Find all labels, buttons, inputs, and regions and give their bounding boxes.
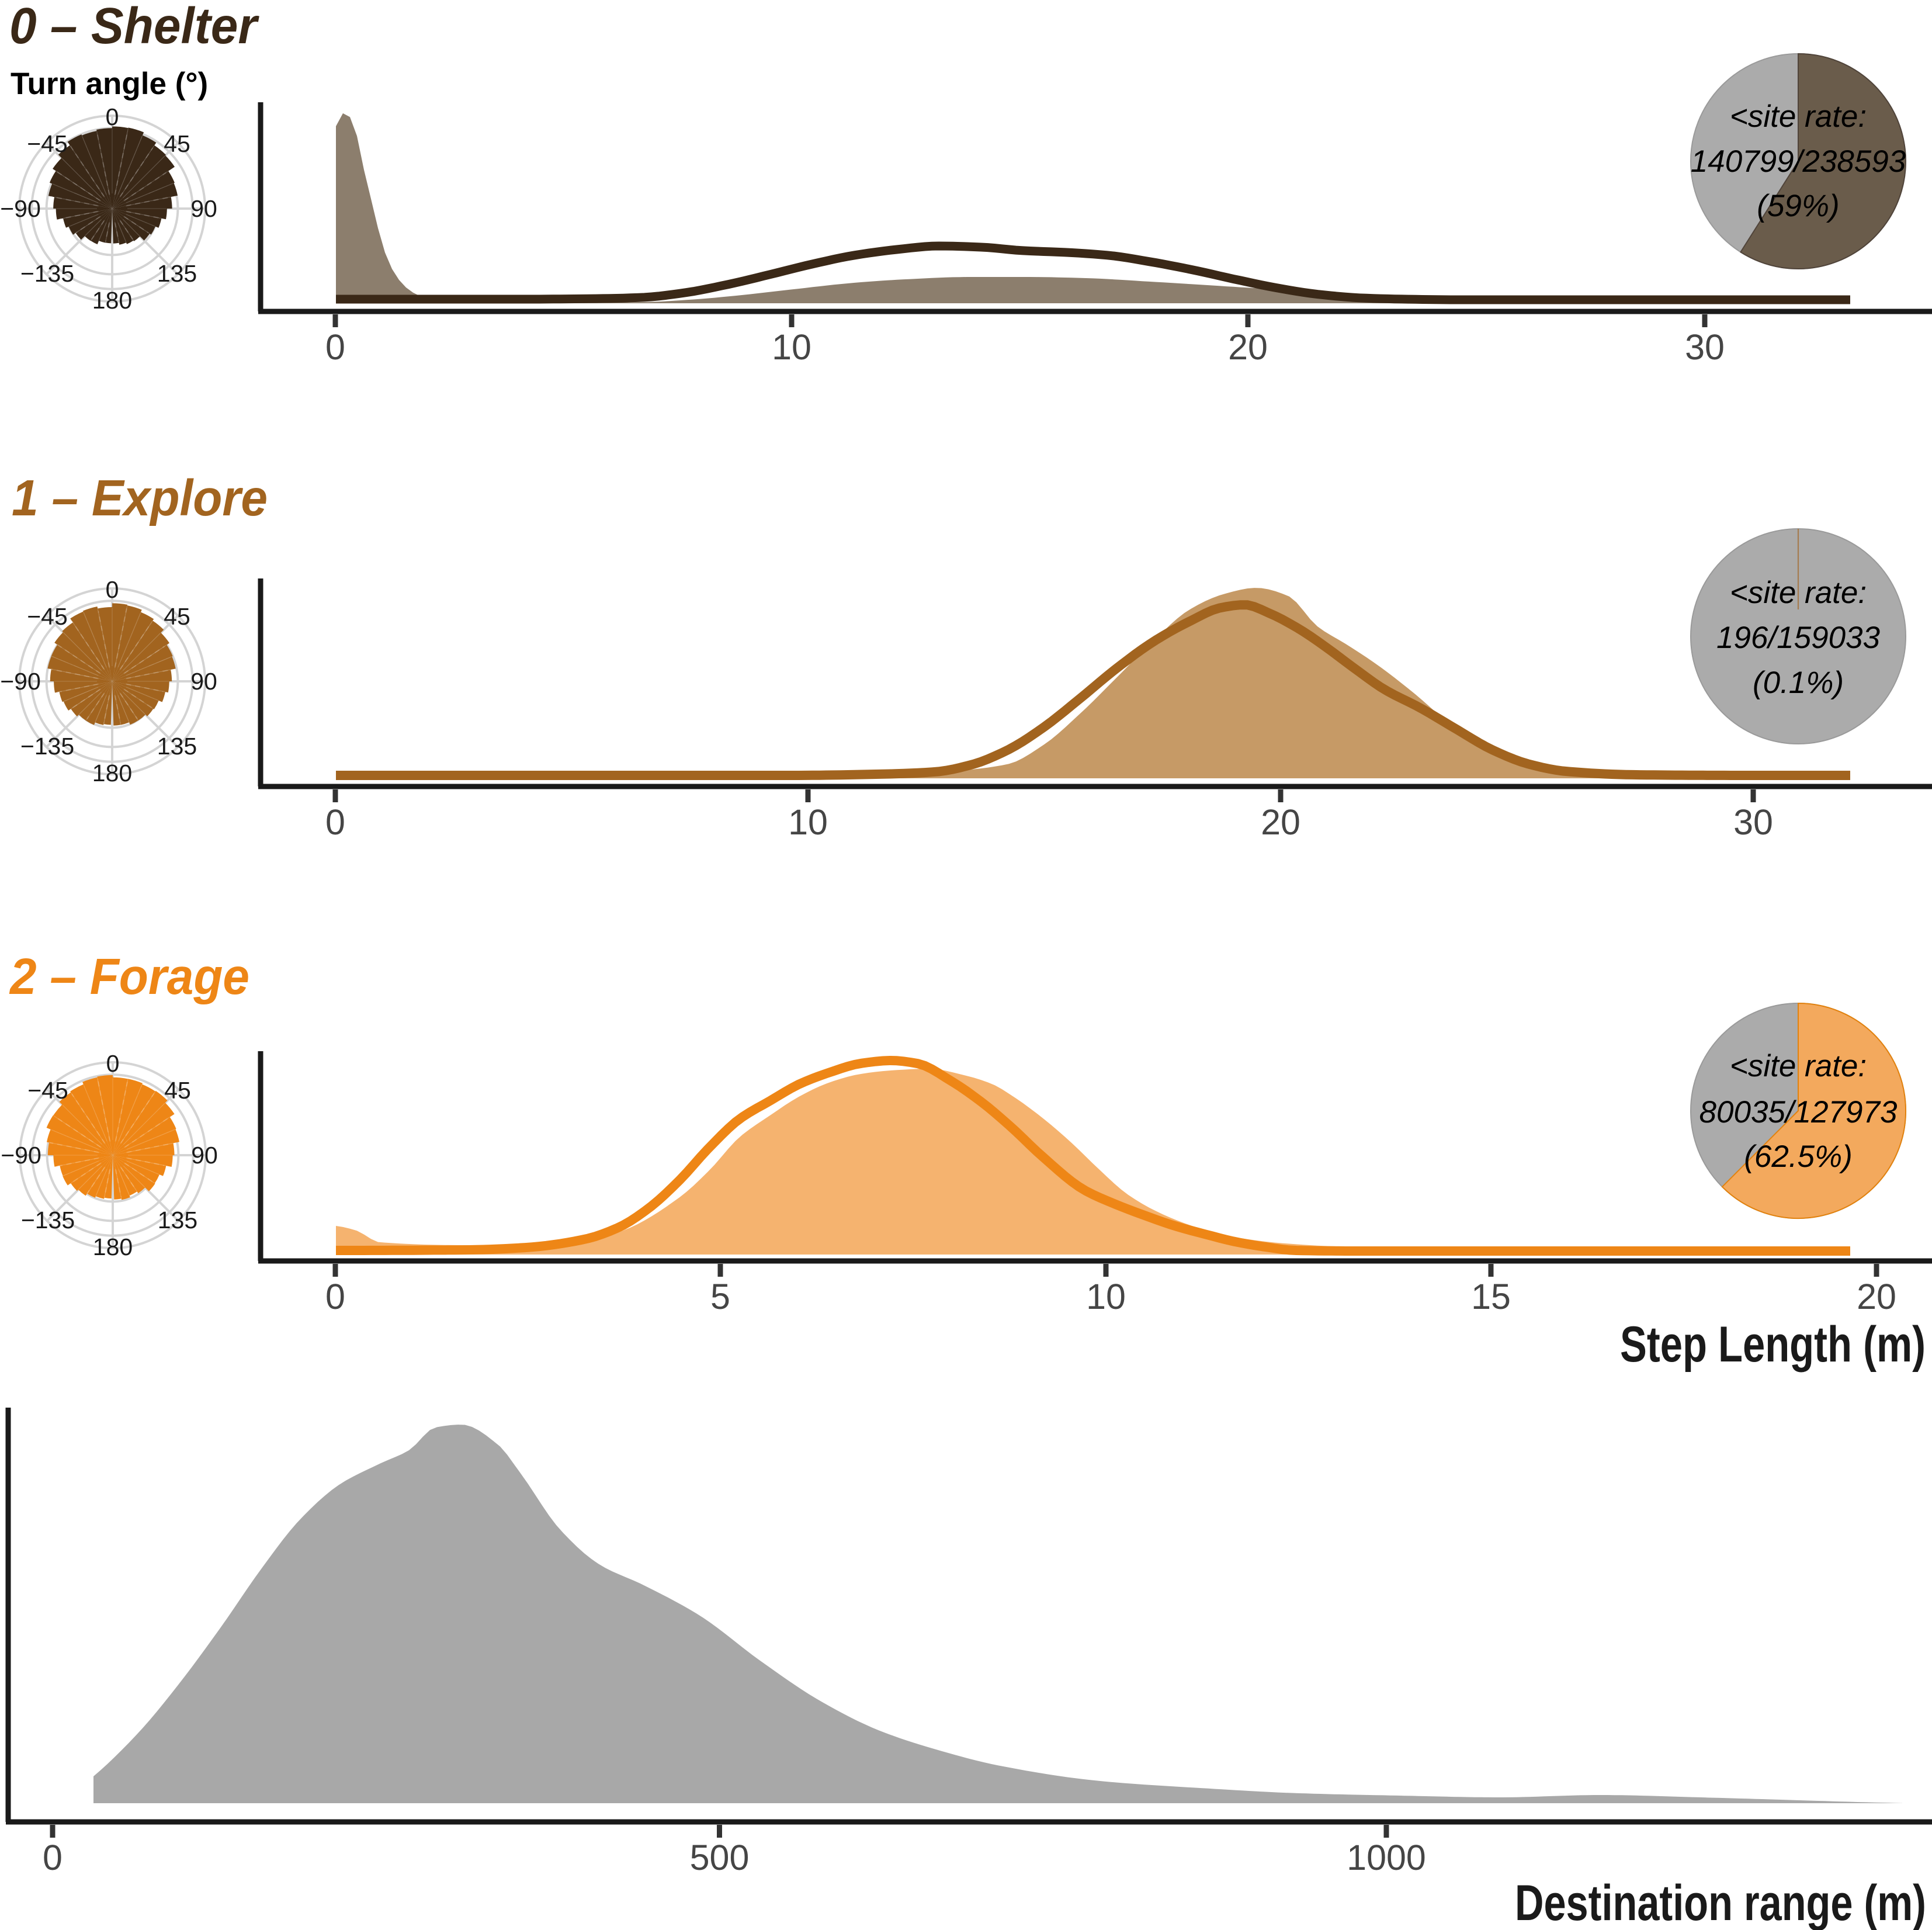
svg-text:(59%): (59%) (1757, 189, 1839, 223)
svg-text:180: 180 (92, 287, 132, 314)
svg-text:<site rate:: <site rate: (1730, 576, 1867, 610)
svg-text:135: 135 (158, 1207, 197, 1233)
svg-text:0: 0 (325, 327, 345, 367)
svg-text:180: 180 (92, 760, 132, 786)
svg-text:−135: −135 (20, 260, 74, 287)
svg-text:2 – Forage: 2 – Forage (9, 948, 249, 1005)
svg-text:90: 90 (190, 195, 217, 222)
svg-text:196/159033: 196/159033 (1716, 621, 1881, 655)
svg-text:0: 0 (106, 576, 119, 603)
svg-text:20: 20 (1857, 1277, 1896, 1316)
svg-text:45: 45 (164, 1077, 191, 1104)
svg-text:<site rate:: <site rate: (1730, 1049, 1867, 1083)
svg-text:20: 20 (1261, 802, 1300, 842)
svg-text:90: 90 (190, 668, 217, 695)
svg-text:(0.1%): (0.1%) (1753, 666, 1844, 700)
svg-text:Destination range (m): Destination range (m) (1515, 1875, 1926, 1930)
svg-text:5: 5 (710, 1277, 730, 1316)
svg-text:−90: −90 (0, 195, 41, 222)
svg-text:−45: −45 (27, 603, 68, 630)
svg-text:0: 0 (325, 802, 345, 842)
svg-text:15: 15 (1471, 1277, 1511, 1316)
svg-text:20: 20 (1228, 327, 1268, 367)
svg-text:Step Length (m): Step Length (m) (1620, 1316, 1926, 1373)
svg-text:180: 180 (93, 1233, 133, 1260)
svg-text:−45: −45 (27, 130, 68, 157)
svg-text:500: 500 (690, 1838, 750, 1877)
svg-text:−90: −90 (1, 1142, 41, 1169)
svg-text:140799/238593: 140799/238593 (1691, 144, 1906, 179)
svg-text:0: 0 (106, 103, 119, 130)
svg-text:90: 90 (191, 1142, 218, 1169)
svg-text:0: 0 (43, 1838, 63, 1877)
svg-text:1 – Explore: 1 – Explore (12, 470, 268, 526)
svg-text:30: 30 (1733, 802, 1773, 842)
svg-text:0: 0 (325, 1277, 345, 1316)
svg-text:−45: −45 (27, 1077, 68, 1104)
svg-text:135: 135 (157, 733, 197, 760)
svg-text:0: 0 (106, 1050, 120, 1077)
svg-text:10: 10 (772, 327, 811, 367)
svg-text:<site rate:: <site rate: (1730, 99, 1867, 134)
svg-text:−90: −90 (0, 668, 41, 695)
svg-text:45: 45 (164, 603, 190, 630)
svg-text:10: 10 (788, 802, 828, 842)
svg-text:−135: −135 (21, 1207, 75, 1233)
svg-text:−135: −135 (20, 733, 74, 760)
svg-text:(62.5%): (62.5%) (1744, 1139, 1853, 1174)
svg-text:Turn angle (°): Turn angle (°) (11, 67, 208, 101)
svg-text:30: 30 (1685, 327, 1725, 367)
svg-text:45: 45 (164, 130, 190, 157)
svg-text:135: 135 (157, 260, 197, 287)
svg-text:10: 10 (1086, 1277, 1126, 1316)
svg-text:0 – Shelter: 0 – Shelter (9, 0, 259, 54)
svg-text:80035/127973: 80035/127973 (1699, 1095, 1898, 1129)
svg-text:1000: 1000 (1347, 1838, 1426, 1877)
